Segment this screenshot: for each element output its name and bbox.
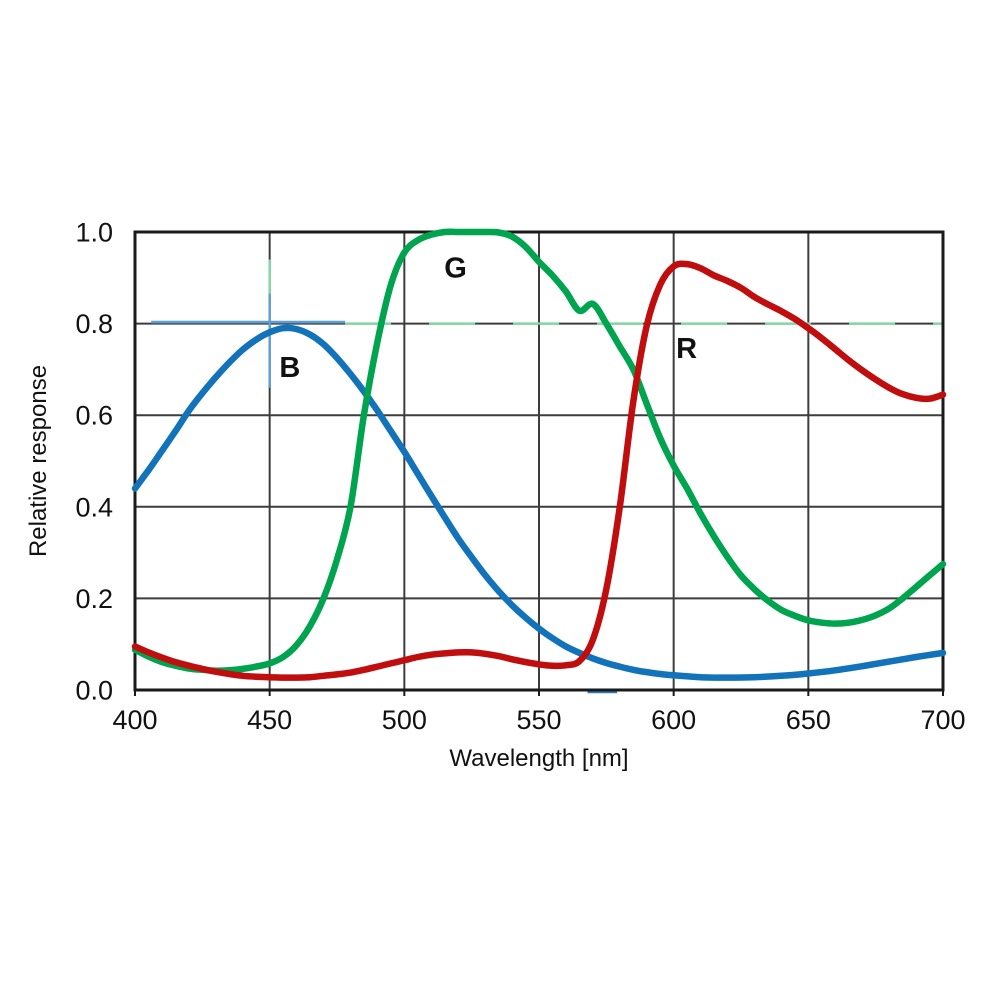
axis-ticks: [134, 690, 944, 696]
curves: [131, 228, 947, 681]
curve-G: [131, 228, 947, 675]
y-tick-label: 0.2: [75, 584, 113, 614]
tick-labels: 400 450 500 550 600 650 700 0.0 0.2 0.4 0.6 0.8 1.0: [75, 218, 965, 736]
x-axis-title: Wavelength [nm]: [449, 745, 628, 772]
y-tick-label: 0.0: [75, 676, 113, 706]
y-tick-label: 0.4: [75, 492, 113, 522]
curve-label-R: R: [676, 333, 697, 365]
x-tick-label: 450: [247, 705, 292, 735]
curve-labels: B G R: [279, 252, 697, 384]
x-tick-label: 700: [920, 705, 965, 735]
curve-B: [131, 324, 947, 681]
curve-label-B: B: [279, 352, 300, 384]
y-tick-label: 0.6: [75, 401, 113, 431]
x-tick-label: 400: [112, 705, 157, 735]
curve-label-G: G: [444, 252, 467, 284]
y-tick-label: 0.8: [75, 309, 113, 339]
y-axis-title: Relative response: [25, 365, 52, 557]
x-tick-label: 550: [516, 705, 561, 735]
x-tick-label: 600: [651, 705, 696, 735]
x-tick-label: 500: [382, 705, 427, 735]
y-tick-label: 1.0: [75, 218, 113, 248]
x-tick-label: 650: [786, 705, 831, 735]
curve-R: [131, 260, 947, 681]
